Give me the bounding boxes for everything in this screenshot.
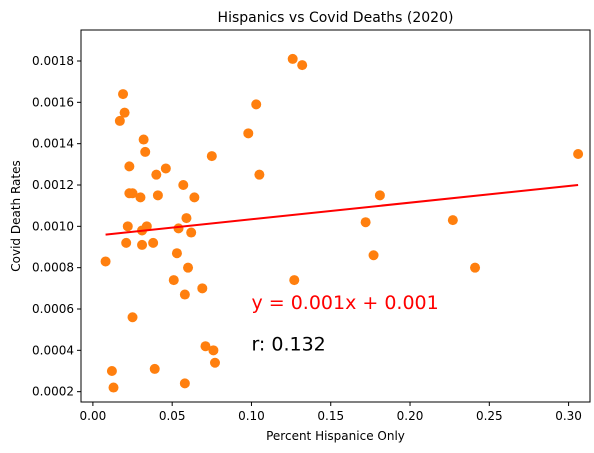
data-point <box>118 89 129 100</box>
y-tick-label: 0.0014 <box>32 137 74 151</box>
data-point <box>100 256 111 267</box>
data-point <box>573 149 584 159</box>
data-point <box>368 250 379 261</box>
data-point <box>178 180 189 190</box>
data-point <box>360 217 371 228</box>
y-axis: 0.0002 0.0004 0.0006 0.0008 0.0010 0.0012 0.00… <box>32 54 81 399</box>
y-tick-label: 0.0010 <box>32 219 74 233</box>
y-tick-label: 0.0006 <box>32 302 74 316</box>
data-point <box>106 366 117 376</box>
y-tick-label: 0.0008 <box>32 261 74 275</box>
x-axis-label: Percent Hispanice Only <box>266 429 405 443</box>
y-tick-label: 0.0004 <box>32 343 74 357</box>
data-point <box>179 378 190 389</box>
data-point <box>200 341 211 352</box>
data-point <box>114 115 125 126</box>
data-point <box>140 146 151 157</box>
data-point <box>108 382 119 393</box>
data-point <box>297 60 308 71</box>
data-point <box>151 169 162 180</box>
y-axis-label: Covid Death Rates <box>9 160 23 271</box>
data-point <box>206 151 217 162</box>
x-tick-label: 0.15 <box>317 409 344 423</box>
data-point <box>149 363 160 374</box>
data-point <box>137 239 148 250</box>
data-point <box>173 223 184 234</box>
x-tick-label: 0.25 <box>476 409 503 423</box>
y-tick-label: 0.0002 <box>32 385 74 399</box>
data-point <box>447 215 458 226</box>
data-point <box>186 227 197 238</box>
regression-line <box>105 184 579 236</box>
data-point <box>183 262 194 273</box>
data-point <box>243 128 254 139</box>
data-point <box>208 345 219 356</box>
data-point <box>138 134 149 145</box>
y-tick-label: 0.0012 <box>32 178 74 192</box>
x-axis: 0.00 0.05 0.10 0.15 0.20 0.25 0.30 <box>80 402 582 423</box>
plot-frame <box>80 29 591 403</box>
data-point <box>148 237 159 248</box>
data-point <box>121 237 132 248</box>
data-point <box>171 248 182 259</box>
data-point <box>127 312 138 323</box>
data-point <box>152 190 163 201</box>
data-point <box>189 192 200 203</box>
data-point <box>197 283 208 294</box>
data-point <box>287 53 298 64</box>
data-point <box>135 192 146 203</box>
data-point <box>179 289 190 300</box>
data-point <box>181 213 192 224</box>
data-point <box>127 188 138 199</box>
x-tick-label: 0.10 <box>238 409 265 423</box>
data-point <box>289 275 300 286</box>
x-tick-label: 0.20 <box>397 409 424 423</box>
data-point <box>254 169 265 180</box>
data-point <box>122 221 133 232</box>
data-point <box>470 262 481 273</box>
y-tick-label: 0.0018 <box>32 54 74 68</box>
chart-title: Hispanics vs Covid Deaths (2020) <box>218 10 454 26</box>
y-tick-label: 0.0016 <box>32 95 74 109</box>
x-tick-label: 0.30 <box>555 409 582 423</box>
regression-equation-label: y = 0.001x + 0.001 <box>251 292 438 314</box>
correlation-label: r: 0.132 <box>251 333 325 355</box>
data-point <box>119 107 130 118</box>
data-point <box>374 190 385 201</box>
data-point <box>160 163 171 174</box>
data-point <box>209 357 220 368</box>
x-tick-label: 0.05 <box>159 409 186 423</box>
annotations: y = 0.001x + 0.001 r: 0.132 <box>251 292 438 355</box>
x-tick-label: 0.00 <box>80 409 107 423</box>
data-point <box>124 161 135 172</box>
data-point <box>251 99 262 110</box>
plot-area <box>100 53 584 393</box>
data-point <box>168 275 179 286</box>
data-point <box>141 221 152 232</box>
